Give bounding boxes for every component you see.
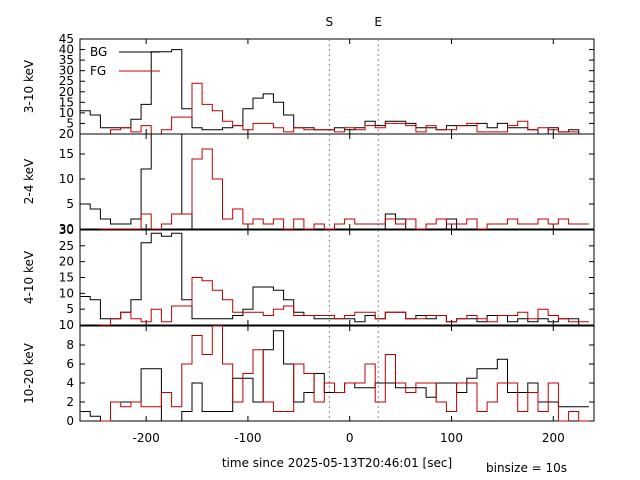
y-tick-label: 5 <box>66 197 74 211</box>
series-fg-step-line <box>100 325 589 422</box>
x-tick-label: 200 <box>542 431 565 445</box>
series-bg-step-line <box>80 133 589 230</box>
y-tick-label: 6 <box>66 357 74 371</box>
y-tick-label: 25 <box>59 74 74 88</box>
y-axis-label: 2-4 keV <box>22 158 36 204</box>
y-tick-label: 8 <box>66 338 74 352</box>
y-tick-label: 15 <box>59 147 74 161</box>
x-tick-label: -200 <box>133 431 160 445</box>
panel-frame <box>79 229 595 326</box>
y-tick-label: 35 <box>59 53 74 67</box>
y-tick-label: 30 <box>59 64 74 78</box>
y-tick-label: 20 <box>59 255 74 269</box>
y-tick-label: 10 <box>59 286 74 300</box>
series-fg-step-line <box>100 277 589 326</box>
panel-frame <box>79 133 595 230</box>
y-tick-label: 40 <box>59 43 74 57</box>
y-tick-label: 20 <box>59 85 74 99</box>
panel-4: 0 2 4 6 8 10-20 keV <box>22 325 595 428</box>
series-fg-step-line <box>100 82 589 135</box>
y-tick-label: 10 <box>59 172 74 186</box>
marker-label-e: E <box>374 15 382 29</box>
binsize-label: binsize = 10s <box>486 461 567 475</box>
y-bottom-label: 10 <box>59 318 74 332</box>
y-axis-label: 4-10 keV <box>22 250 36 304</box>
y-axis-label: 10-20 keV <box>22 342 36 404</box>
y-tick-label: 0 <box>66 414 74 428</box>
y-tick-label: 10 <box>59 106 74 120</box>
legend-label-bg: BG <box>90 45 107 59</box>
series-bg-step-line <box>80 330 589 422</box>
panel-2: 5 10 15 30 2-4 keV <box>22 133 595 236</box>
y-tick-label: 5 <box>66 116 74 130</box>
y-tick-label: 5 <box>66 302 74 316</box>
y-bottom-label: 30 <box>59 222 74 236</box>
series-bg-step-line <box>80 232 589 326</box>
panel-frame <box>79 325 595 422</box>
panel-frame <box>79 38 595 135</box>
y-tick-label: 2 <box>66 395 74 409</box>
series-bg-step-line <box>80 49 589 135</box>
y-tick-label: 15 <box>59 271 74 285</box>
y-axis-label: 3-10 keV <box>22 59 36 113</box>
x-axis-label: time since 2025-05-13T20:46:01 [sec] <box>222 456 452 470</box>
y-tick-label: 25 <box>59 239 74 253</box>
x-tick-label: 0 <box>346 431 354 445</box>
y-tick-label: 4 <box>66 376 74 390</box>
y-tick-label: 45 <box>59 32 74 46</box>
x-tick-label: 100 <box>440 431 463 445</box>
y-bottom-label: 20 <box>59 127 74 141</box>
legend-label-fg: FG <box>90 64 106 78</box>
marker-label-s: S <box>326 15 334 29</box>
y-tick-label: 15 <box>59 95 74 109</box>
x-tick-label: -100 <box>234 431 261 445</box>
y-tick-label: 30 <box>59 223 74 237</box>
series-fg-step-line <box>100 148 589 230</box>
